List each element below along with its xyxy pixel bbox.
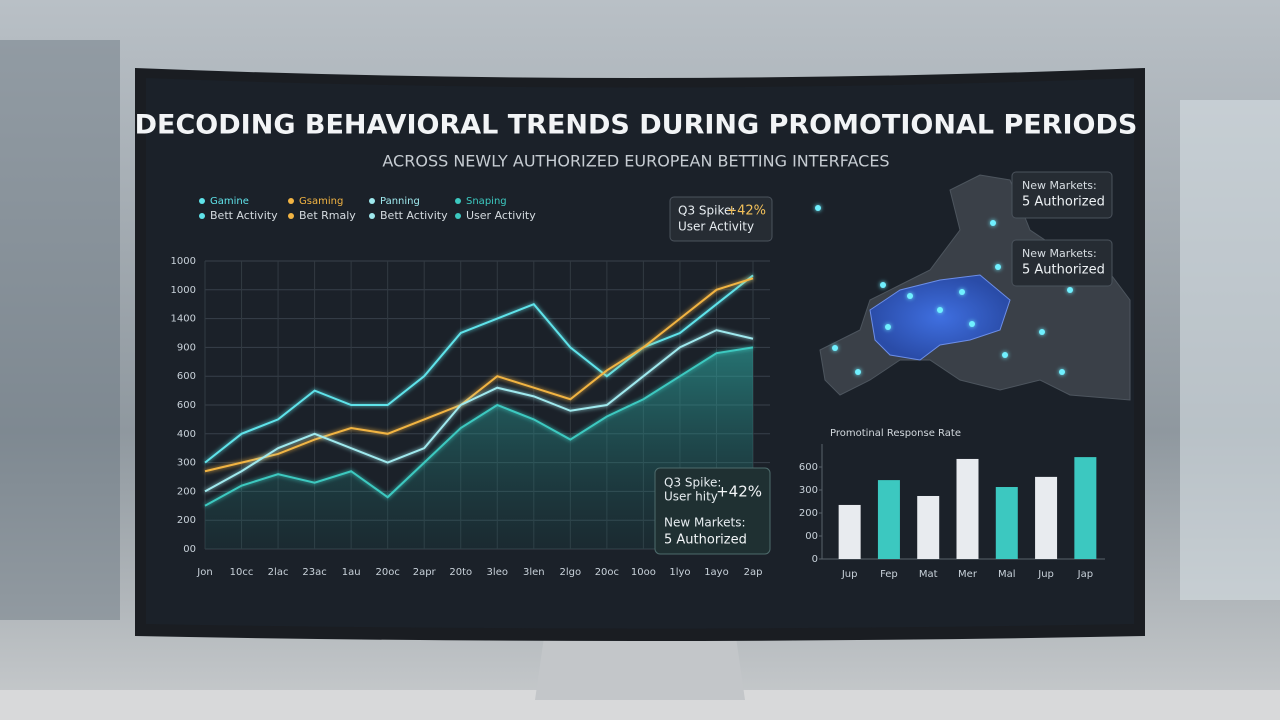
line-chart: 00 200 200 300 400 600 600 900 1400 1000 1000 Jon 10… (171, 196, 770, 578)
area (205, 347, 753, 549)
legend-label: Bet Rmaly (299, 209, 356, 222)
map-annotation: 5 Authorized (1022, 263, 1105, 278)
annotation: User Activity (678, 220, 754, 234)
x-tick-label: 1au (342, 567, 361, 578)
map-annotation: New Markets: (1022, 247, 1097, 260)
line (204, 346, 754, 507)
x-tick-label: Jup (1037, 569, 1054, 580)
window (0, 40, 120, 620)
x-tick-label: 20to (449, 567, 472, 578)
legend-header: Panning (380, 196, 420, 207)
x-tick-label: 20oc (375, 567, 399, 578)
window (1180, 100, 1280, 600)
y-tick-label: 0 (812, 554, 818, 565)
y-tick-label: 200 (177, 515, 196, 526)
annotation: Q3 Spike: (664, 476, 721, 490)
legend-swatch (288, 213, 294, 219)
annotation: User hity (664, 490, 718, 504)
x-tick-label: 1ayo (704, 567, 729, 578)
y-tick-label: 900 (177, 342, 196, 353)
x-tick-label: Mal (998, 569, 1016, 580)
bar (1035, 476, 1058, 559)
x-tick-label: 23ac (302, 567, 326, 578)
annotation: +42% (726, 204, 766, 219)
x-tick-label: Jap (1077, 569, 1093, 580)
legend-header: Gsaming (299, 196, 343, 207)
map-annotation: 5 Authorized (1022, 195, 1105, 210)
x-tick-label: Jon (196, 567, 212, 578)
x-tick-label: 10oo (631, 567, 656, 578)
line (204, 274, 754, 464)
legend-swatch (288, 198, 294, 204)
legend-header: Gamine (210, 196, 249, 207)
monitor-stand (535, 630, 745, 700)
line (204, 277, 754, 473)
y-tick-label: 200 (177, 486, 196, 497)
y-tick-label: 600 (799, 462, 818, 473)
y-tick-label: 1000 (171, 256, 196, 267)
y-tick-label: 400 (177, 429, 196, 440)
y-tick-label: 300 (799, 485, 818, 496)
bar (995, 487, 1018, 559)
annotation: +42% (716, 483, 762, 501)
bar-chart-title: Promotinal Response Rate (830, 428, 961, 439)
x-tick-label: Jup (841, 569, 858, 580)
x-tick-label: 2ap (744, 567, 763, 578)
x-tick-label: 10cc (230, 567, 254, 578)
legend-label: User Activity (466, 209, 536, 222)
legend-swatch (455, 198, 461, 204)
y-tick-label: 300 (177, 458, 196, 469)
x-tick-label: 2apr (413, 567, 437, 578)
y-tick-label: 600 (177, 400, 196, 411)
legend-header: Snaping (466, 196, 507, 207)
x-tick-label: Fep (880, 569, 898, 580)
bar (877, 480, 900, 559)
annotation: 5 Authorized (664, 533, 747, 548)
line (204, 329, 754, 493)
bar (1074, 457, 1097, 559)
bar (838, 504, 861, 559)
legend-label: Bett Activity (210, 209, 278, 222)
title: DECODING BEHAVIORAL TRENDS DURING PROMOT… (135, 110, 1138, 141)
x-tick-label: 2lgo (560, 567, 582, 578)
y-tick-label: 600 (177, 371, 196, 382)
y-tick-label: 200 (799, 508, 818, 519)
legend-swatch (369, 198, 375, 204)
x-tick-label: Mat (919, 569, 938, 580)
x-tick-label: Mer (958, 569, 978, 580)
x-tick-label: 20oc (595, 567, 619, 578)
legend-swatch (455, 213, 461, 219)
y-tick-label: 1400 (171, 314, 196, 325)
subtitle: ACROSS NEWLY AUTHORIZED EUROPEAN BETTING… (382, 152, 889, 171)
bottom-callout: Q3 Spike: User hity +42% New Markets: 5 … (654, 467, 771, 555)
map-callout: New Markets: 5 Authorized New Markets: 5… (1011, 171, 1113, 287)
legend-swatch (369, 213, 375, 219)
x-tick-label: 3leo (487, 567, 508, 578)
legend-swatch (199, 213, 205, 219)
y-tick-label: 00 (805, 531, 818, 542)
annotation: Q3 Spike: (678, 204, 735, 218)
bar (917, 495, 940, 559)
legend-label: Bett Activity (380, 209, 448, 222)
x-tick-label: 3len (523, 567, 545, 578)
legend-swatch (199, 198, 205, 204)
x-tick-label: 2lac (268, 567, 289, 578)
annotation: New Markets: (664, 516, 746, 530)
top-callout: Q3 Spike: +42% User Activity (669, 196, 773, 242)
y-tick-label: 00 (183, 544, 196, 555)
y-tick-label: 1000 (171, 285, 196, 296)
bar (956, 458, 979, 559)
x-tick-label: 1lyo (669, 567, 690, 578)
europe-map (815, 174, 1131, 401)
map-annotation: New Markets: (1022, 179, 1097, 192)
